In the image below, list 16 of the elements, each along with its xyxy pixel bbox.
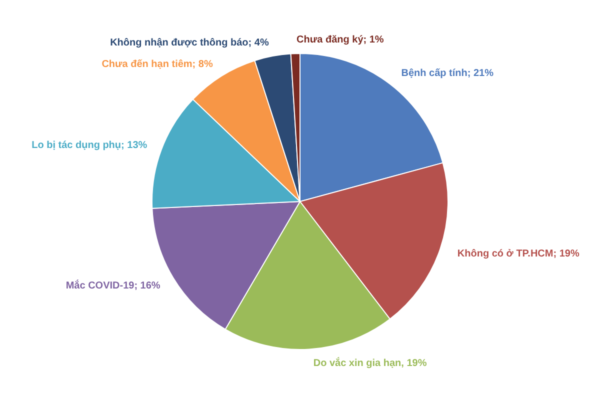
data-label: ; 21% [467, 68, 494, 79]
data-label: ; 16% [134, 280, 160, 292]
data-label: ; 13% [121, 140, 148, 151]
slice-label: Bệnh cấp tính [401, 68, 468, 79]
slice-label: Lo bị tác dụng phụ [32, 140, 122, 151]
data-label: ; 4% [248, 37, 269, 48]
data-label: ; 19% [553, 248, 580, 260]
data-label: ; 8% [192, 59, 213, 70]
slice-label: Chưa đăng ký [296, 34, 364, 46]
slice-label: Không nhận được thông báo [110, 37, 248, 48]
data-label: ; 1% [363, 34, 384, 46]
slice-label: Không có ở TP.HCM [457, 248, 554, 260]
slice-label: Do vắc xin gia hạn [313, 357, 402, 370]
data-label: , 19% [401, 358, 427, 370]
slice-label: Chưa đến hạn tiêm [102, 59, 192, 70]
slice-label: Mắc COVID-19 [66, 279, 135, 292]
